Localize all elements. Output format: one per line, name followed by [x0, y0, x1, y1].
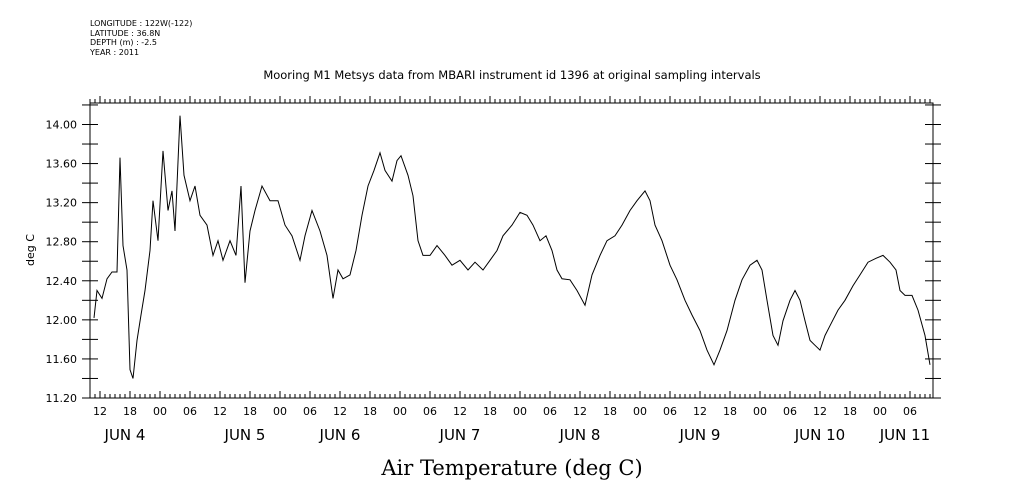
x-tick-label: 12 [213, 405, 227, 418]
x-day-label: JUN 7 [439, 426, 481, 444]
y-tick-label: 11.20 [46, 392, 78, 405]
x-tick-label: 18 [123, 405, 137, 418]
x-tick-label: 18 [603, 405, 617, 418]
x-tick-label: 00 [513, 405, 527, 418]
x-tick-label: 00 [873, 405, 887, 418]
x-day-label: JUN 5 [224, 426, 266, 444]
x-day-label: JUN 8 [559, 426, 601, 444]
x-day-label: JUN 10 [794, 426, 845, 444]
x-tick-label: 00 [393, 405, 407, 418]
x-tick-label: 00 [153, 405, 167, 418]
depth-label: DEPTH (m) : -2.5 [90, 38, 157, 47]
x-tick-label: 12 [453, 405, 467, 418]
x-tick-label: 06 [783, 405, 797, 418]
x-tick-label: 00 [633, 405, 647, 418]
y-tick-label: 13.60 [46, 158, 78, 171]
year-label: YEAR : 2011 [90, 47, 140, 57]
x-tick-label: 12 [813, 405, 827, 418]
y-tick-label: 12.80 [46, 236, 78, 249]
x-tick-label: 18 [483, 405, 497, 418]
x-tick-label: 00 [753, 405, 767, 418]
x-tick-label: 06 [303, 405, 317, 418]
x-day-label: JUN 9 [679, 426, 721, 444]
x-tick-label: 18 [723, 405, 737, 418]
x-tick-label: 18 [843, 405, 857, 418]
x-axis-title: Air Temperature (deg C) [380, 456, 642, 480]
x-day-label: JUN 6 [319, 426, 361, 444]
x-tick-label: 18 [363, 405, 377, 418]
x-day-label: JUN 11 [879, 426, 930, 444]
metadata-header: LONGITUDE : 122W(-122) LATITUDE : 36.8N … [90, 19, 192, 57]
plot-frame [89, 102, 934, 399]
air-temperature-line [93, 115, 931, 379]
x-day-label: JUN 4 [104, 426, 146, 444]
y-tick-label: 14.00 [46, 118, 78, 131]
x-tick-label: 12 [93, 405, 107, 418]
y-tick-label: 12.00 [46, 314, 78, 327]
x-tick-label: 12 [333, 405, 347, 418]
x-tick-label: 06 [423, 405, 437, 418]
x-tick-label: 06 [663, 405, 677, 418]
x-tick-label: 12 [693, 405, 707, 418]
x-tick-label: 00 [273, 405, 287, 418]
x-tick-label: 06 [903, 405, 917, 418]
longitude-label: LONGITUDE : 122W(-122) [90, 19, 193, 28]
chart-title: Mooring M1 Metsys data from MBARI instru… [263, 68, 760, 82]
latitude-label: LATITUDE : 36.8N [90, 28, 161, 38]
x-tick-label: 06 [183, 405, 197, 418]
y-tick-label: 11.60 [46, 353, 78, 366]
x-tick-label: 06 [543, 405, 557, 418]
x-tick-label: 18 [243, 405, 257, 418]
y-tick-label: 13.20 [46, 197, 78, 210]
y-tick-label: 12.40 [46, 275, 78, 288]
y-axis-label: deg C [24, 234, 37, 266]
x-tick-label: 12 [573, 405, 587, 418]
